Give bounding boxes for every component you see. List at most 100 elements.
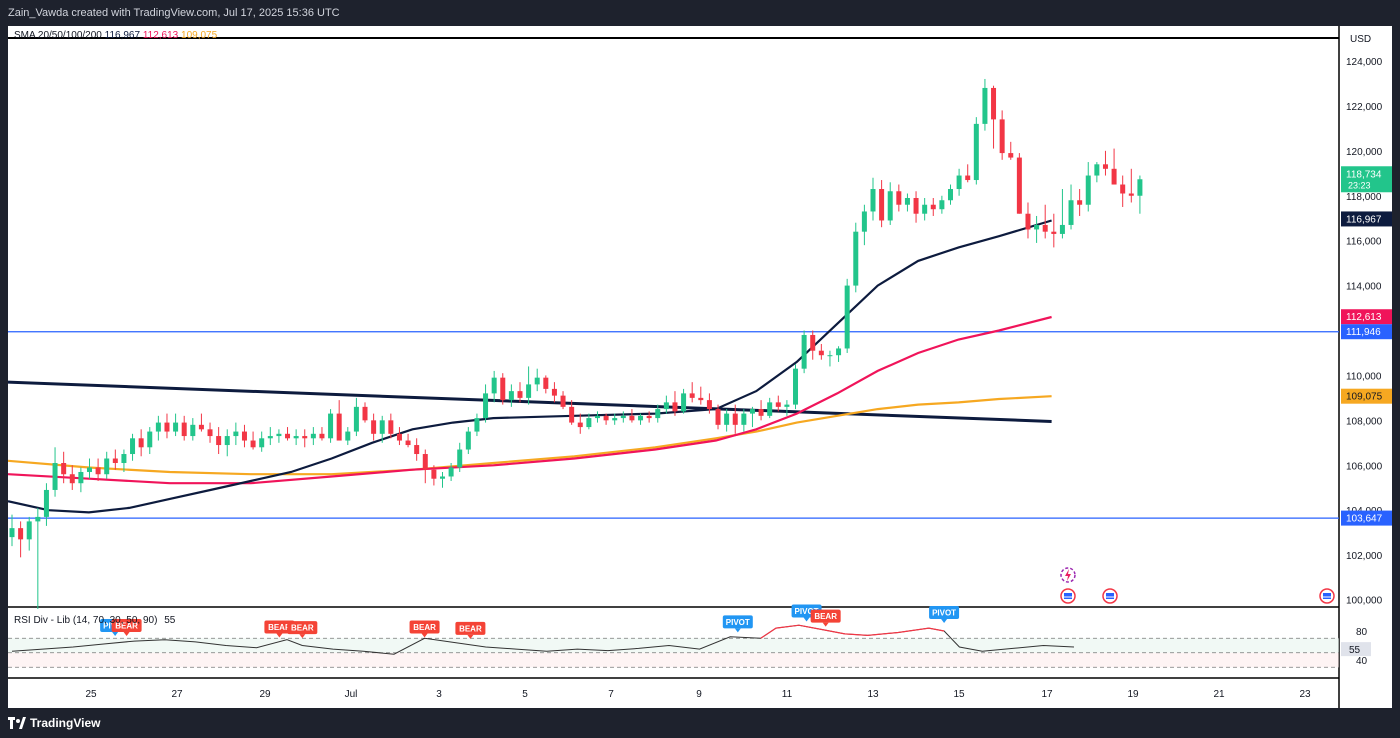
candle-body bbox=[61, 463, 67, 475]
candle-body bbox=[155, 422, 161, 432]
x-tick-label: 23 bbox=[1299, 689, 1311, 700]
price-label-text: 111,946 bbox=[1346, 327, 1381, 338]
candle-body bbox=[336, 413, 342, 441]
rsi-label-box bbox=[455, 621, 486, 635]
y-tick-label: 116,000 bbox=[1346, 237, 1382, 248]
candle-body bbox=[749, 409, 755, 414]
rsi-label-text: PIVOT bbox=[726, 618, 750, 627]
rsi-label-pointer bbox=[299, 634, 306, 639]
candle-body bbox=[810, 334, 816, 351]
candle-body bbox=[310, 433, 316, 439]
candle-body bbox=[95, 467, 101, 475]
rsi-label-pointer bbox=[941, 618, 948, 623]
candle-body bbox=[939, 200, 945, 210]
candle-body bbox=[612, 418, 618, 421]
candle-body bbox=[698, 397, 704, 401]
rsi-label-pointer bbox=[123, 632, 130, 636]
rsi-label-text: BEAR bbox=[814, 612, 837, 621]
candle-body bbox=[1085, 175, 1091, 205]
candle-body bbox=[69, 474, 75, 484]
candle-body bbox=[1111, 168, 1117, 185]
rsi-bear-label: BEAR bbox=[264, 620, 295, 638]
sma-legend[interactable]: SMA 20/50/100/200 116,967 112,613 109,07… bbox=[14, 30, 217, 41]
candle-body bbox=[181, 422, 187, 437]
x-tick-label: 3 bbox=[436, 689, 442, 700]
candle-body bbox=[689, 393, 695, 398]
candle-body bbox=[104, 458, 110, 475]
rsi-legend[interactable]: RSI Div - Lib (14, 70, 30, 50, 90) 55 bbox=[14, 615, 175, 626]
candle-body bbox=[861, 211, 867, 232]
candle-body bbox=[577, 422, 583, 428]
price-label-text: 112,613 bbox=[1346, 312, 1382, 323]
candle-body bbox=[491, 377, 497, 394]
candle-body bbox=[827, 355, 833, 357]
candle-body bbox=[526, 384, 532, 398]
candle-body bbox=[594, 415, 600, 419]
candle-body bbox=[991, 87, 997, 120]
attribution-bar: Zain_Vawda created with TradingView.com,… bbox=[0, 0, 1400, 26]
rsi-y-tick-label: 40 bbox=[1356, 656, 1368, 667]
candle-body bbox=[224, 436, 230, 446]
candle-body bbox=[457, 449, 463, 468]
y-tick-label: 102,000 bbox=[1346, 551, 1383, 562]
sma-legend-value-100: 109,075 bbox=[181, 30, 218, 41]
rsi-label-pointer bbox=[467, 634, 474, 639]
candle-body bbox=[1120, 184, 1126, 194]
candle-body bbox=[362, 406, 368, 421]
candle-body bbox=[9, 528, 15, 538]
candle-body bbox=[543, 377, 549, 389]
candle-body bbox=[913, 197, 919, 214]
candle-body bbox=[560, 395, 566, 407]
candle-body bbox=[18, 528, 24, 540]
flag-icon bbox=[1319, 588, 1335, 604]
candle-body bbox=[853, 231, 859, 286]
y-tick-label: 118,000 bbox=[1346, 192, 1382, 203]
candle-body bbox=[517, 391, 523, 398]
candle-body bbox=[112, 458, 118, 464]
candle-body bbox=[241, 431, 247, 441]
candle-body bbox=[147, 431, 153, 448]
candle-body bbox=[190, 424, 196, 437]
sma-legend-label: SMA 20/50/100/200 bbox=[14, 30, 102, 41]
rsi-upper-band bbox=[8, 638, 1339, 653]
candle-body bbox=[173, 422, 179, 432]
sma-100-line bbox=[8, 395, 1052, 476]
candle-body bbox=[655, 409, 661, 419]
price-label-box bbox=[1341, 211, 1392, 227]
sma-legend-value-50: 112,613 bbox=[142, 30, 179, 41]
candle-body bbox=[465, 431, 471, 450]
candle-body bbox=[285, 433, 291, 439]
price-label-text: 116,967 bbox=[1346, 214, 1382, 225]
rsi-bear-label: BEAR bbox=[409, 620, 440, 638]
candle-body bbox=[758, 409, 764, 416]
candle-body bbox=[706, 400, 712, 410]
rsi-label-text: BEAR bbox=[459, 624, 482, 633]
candle-body bbox=[353, 406, 359, 432]
candle-body bbox=[86, 467, 92, 472]
price-label-text: 118,734 bbox=[1346, 169, 1382, 180]
candle-body bbox=[1137, 179, 1143, 196]
x-tick-label: 25 bbox=[85, 689, 97, 700]
candle-body bbox=[784, 404, 790, 407]
rsi-label-box bbox=[264, 620, 295, 634]
rsi-legend-label: RSI Div - Lib (14, 70, 30, 50, 90) bbox=[14, 615, 158, 626]
candle-body bbox=[448, 467, 454, 477]
lightning-icon-bolt bbox=[1065, 569, 1071, 581]
candle-body bbox=[440, 476, 445, 479]
trendline bbox=[8, 380, 1052, 423]
y-tick-label: 120,000 bbox=[1346, 147, 1383, 158]
candle-body bbox=[130, 438, 136, 455]
chart-area[interactable]: USD 124,000 122,000 120,000 118,000 116,000 11… bbox=[8, 26, 1392, 708]
chart-svg[interactable]: USD 124,000 122,000 120,000 118,000 116,000 11… bbox=[8, 26, 1392, 708]
rsi-current-box bbox=[1341, 642, 1371, 657]
candle-body bbox=[500, 377, 506, 401]
candle-body bbox=[43, 489, 49, 517]
candle-body bbox=[569, 406, 575, 423]
candle-body bbox=[1034, 224, 1040, 230]
rsi-bear-label: BEAR bbox=[287, 621, 318, 639]
tradingview-logo[interactable]: TradingView bbox=[8, 716, 100, 730]
rsi-label-text: BEAR bbox=[291, 624, 314, 633]
candle-body bbox=[276, 433, 282, 437]
rsi-label-text: PIVOT bbox=[932, 608, 956, 617]
